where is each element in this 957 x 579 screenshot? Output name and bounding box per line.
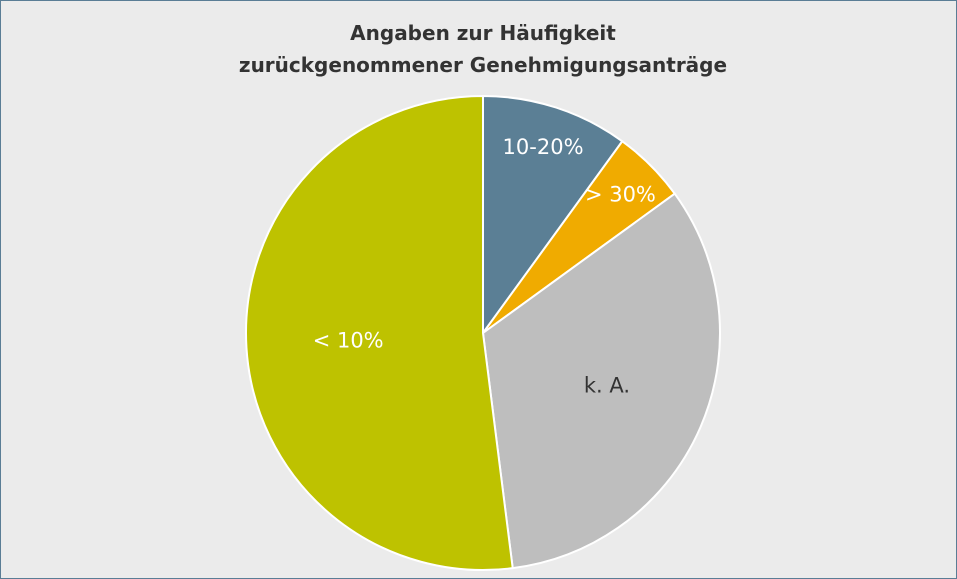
- slice-label: < 10%: [313, 328, 384, 352]
- slice-label: > 30%: [585, 183, 656, 207]
- slice-label: k. A.: [584, 374, 630, 398]
- pie-slice: [245, 94, 514, 571]
- slice-label: 10-20%: [503, 135, 584, 159]
- chart-title: zurückgenommener Genehmigungsanträge: [239, 53, 727, 77]
- chart-title: Angaben zur Häufigkeit: [350, 21, 616, 45]
- pie-slice: [482, 94, 624, 337]
- pie-slice: [481, 192, 721, 570]
